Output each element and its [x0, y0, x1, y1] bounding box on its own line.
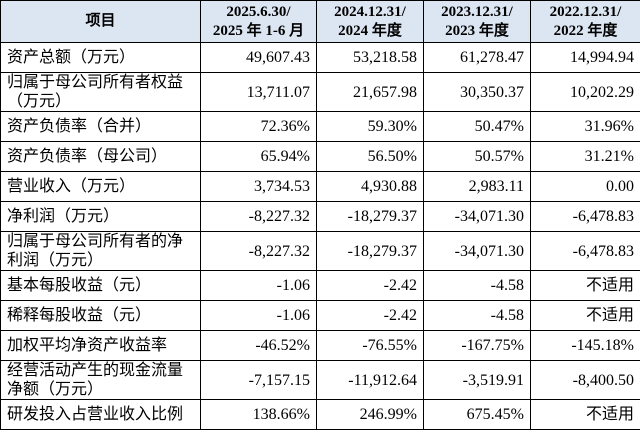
cell-value: 53,218.58 [316, 42, 424, 73]
table-row: 研发投入占营业收入比例 138.66% 246.99% 675.45% 不适用 [0, 399, 640, 430]
cell-value: 61,278.47 [423, 42, 531, 73]
cell-value: -6,478.83 [530, 231, 640, 271]
header-line: 2024.12.31/ [334, 3, 406, 20]
header-cell: 2023.12.31/2023 年度 [423, 0, 531, 43]
table-row: 资产总额（万元） 49,607.43 53,218.58 61,278.47 14,99… [0, 42, 640, 73]
cell-value: 50.57% [423, 141, 531, 172]
cell-value: -8,400.50 [530, 360, 640, 400]
table-row: 基本每股收益（元） -1.06 -2.42 -4.58 不适用 [0, 270, 640, 301]
cell-value: -3,519.91 [423, 360, 531, 400]
header-row: 项目 2025.6.30/2025 年 1-6 月 2024.12.31/2024 … [0, 0, 640, 43]
table-row: 归属于母公司所有者的净利润（万元） -8,227.32 -18,279.37 -34,… [0, 231, 640, 271]
header-line: 2025.6.30/ [226, 3, 291, 20]
cell-value: 不适用 [530, 300, 640, 331]
cell-value: 31.96% [530, 111, 640, 142]
cell-value: -2.42 [316, 300, 424, 331]
table-row: 营业收入（万元） 3,734.53 4,930.88 2,983.11 0.00 [0, 171, 640, 202]
row-label: 研发投入占营业收入比例 [0, 399, 201, 430]
header-cell: 项目 [0, 0, 201, 43]
row-label: 经营活动产生的现金流量净额（万元） [0, 360, 201, 400]
cell-value: 138.66% [200, 399, 317, 430]
row-label: 资产负债率（合并） [0, 111, 201, 142]
cell-value: 14,994.94 [530, 42, 640, 73]
header-line: 2025 年 1-6 月 [212, 22, 305, 39]
header-cell: 2022.12.31/2022 年度 [530, 0, 640, 43]
cell-value: -46.52% [200, 330, 317, 361]
cell-value: -8,227.32 [200, 201, 317, 232]
row-label: 归属于母公司所有者的净利润（万元） [0, 231, 201, 271]
table-row: 净利润（万元） -8,227.32 -18,279.37 -34,071.30 -6,4… [0, 201, 640, 232]
table-row: 资产负债率（母公司） 65.94% 56.50% 50.57% 31.21% [0, 141, 640, 172]
row-label: 资产总额（万元） [0, 42, 201, 73]
header-line: 2024 年度 [338, 22, 402, 39]
cell-value: 246.99% [316, 399, 424, 430]
cell-value: -18,279.37 [316, 201, 424, 232]
cell-value: 59.30% [316, 111, 424, 142]
header-cell: 2024.12.31/2024 年度 [316, 0, 424, 43]
cell-value: 0.00 [530, 171, 640, 202]
header-line: 项目 [85, 13, 116, 29]
header-cell: 2025.6.30/2025 年 1-6 月 [200, 0, 317, 43]
cell-value: 675.45% [423, 399, 531, 430]
cell-value: -1.06 [200, 270, 317, 301]
cell-value: -4.58 [423, 300, 531, 331]
cell-value: -167.75% [423, 330, 531, 361]
cell-value: 65.94% [200, 141, 317, 172]
cell-value: 10,202.29 [530, 72, 640, 112]
header-line: 2023 年度 [445, 22, 509, 39]
cell-value: 21,657.98 [316, 72, 424, 112]
cell-value: 56.50% [316, 141, 424, 172]
cell-value: 31.21% [530, 141, 640, 172]
row-label: 基本每股收益（元） [0, 270, 201, 301]
cell-value: 2,983.11 [423, 171, 531, 202]
row-label: 净利润（万元） [0, 201, 201, 232]
row-label: 营业收入（万元） [0, 171, 201, 202]
table-body: 资产总额（万元） 49,607.43 53,218.58 61,278.47 14,99… [0, 42, 640, 430]
header-line: 2022.12.31/ [549, 3, 622, 20]
header-line: 2023.12.31/ [441, 3, 513, 20]
cell-value: -7,157.15 [200, 360, 317, 400]
row-label: 资产负债率（母公司） [0, 141, 201, 172]
cell-value: -11,912.64 [316, 360, 424, 400]
cell-value: 72.36% [200, 111, 317, 142]
cell-value: -145.18% [530, 330, 640, 361]
cell-value: 49,607.43 [200, 42, 317, 73]
cell-value: -18,279.37 [316, 231, 424, 271]
cell-value: -1.06 [200, 300, 317, 331]
cell-value: -34,071.30 [423, 231, 531, 271]
cell-value: 4,930.88 [316, 171, 424, 202]
header-line: 2022 年度 [553, 22, 618, 39]
cell-value: 13,711.07 [200, 72, 317, 112]
cell-value: 不适用 [530, 399, 640, 430]
cell-value: 30,350.37 [423, 72, 531, 112]
cell-value: -4.58 [423, 270, 531, 301]
cell-value: -76.55% [316, 330, 424, 361]
row-label: 稀释每股收益（元） [0, 300, 201, 331]
table-row: 加权平均净资产收益率 -46.52% -76.55% -167.75% -145.18% [0, 330, 640, 361]
cell-value: 3,734.53 [200, 171, 317, 202]
table-row: 资产负债率（合并） 72.36% 59.30% 50.47% 31.96% [0, 111, 640, 142]
cell-value: -6,478.83 [530, 201, 640, 232]
cell-value: 50.47% [423, 111, 531, 142]
cell-value: -34,071.30 [423, 201, 531, 232]
table-row: 归属于母公司所有者权益（万元） 13,711.07 21,657.98 30,350.… [0, 72, 640, 112]
row-label: 归属于母公司所有者权益（万元） [0, 72, 201, 112]
cell-value: -8,227.32 [200, 231, 317, 271]
cell-value: -2.42 [316, 270, 424, 301]
table-row: 稀释每股收益（元） -1.06 -2.42 -4.58 不适用 [0, 300, 640, 331]
cell-value: 不适用 [530, 270, 640, 301]
row-label: 加权平均净资产收益率 [0, 330, 201, 361]
table-row: 经营活动产生的现金流量净额（万元） -7,157.15 -11,912.64 -3,5… [0, 360, 640, 400]
